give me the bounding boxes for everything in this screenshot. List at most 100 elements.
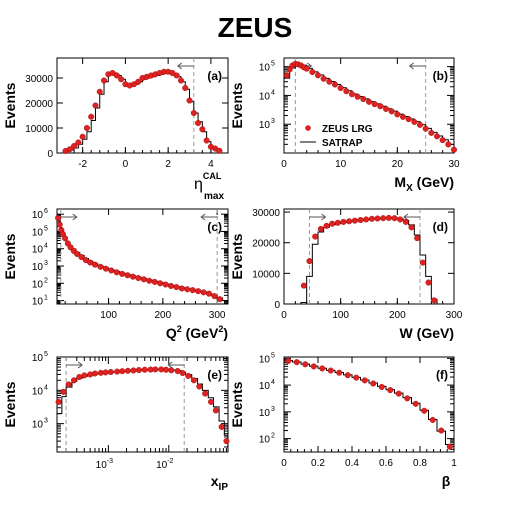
data-point [185,372,192,379]
data-point [445,141,452,148]
panel-label: (c) [207,220,222,234]
y-axis-title: Events [229,381,245,427]
x-axis-title: MX (GeV) [394,174,454,194]
data-point [208,398,215,405]
data-point [344,372,351,379]
data-point [425,279,432,286]
data-point [387,387,394,394]
data-point [320,75,327,82]
data-point [97,263,104,270]
data-point [184,286,191,293]
data-point [337,85,344,92]
panel-a: -2 0 2 4 0 10000 20000 30000 Events ηCAL max (a) [2,57,229,202]
data-point [186,97,193,104]
cut-arrow-head [72,213,78,221]
y-axis-title: Events [2,381,18,427]
data-point [212,407,219,414]
data-point [397,216,404,223]
mc-histogram [61,72,228,154]
x-tick-label: 300 [209,310,226,321]
cut-arrow-head [200,213,206,221]
legend-data-label: ZEUS LRG [322,124,373,135]
data-point [163,366,170,373]
legend: ZEUS LRG SATRAP [300,124,373,149]
panel-label: (e) [207,368,222,382]
data-point [368,215,375,222]
data-point [417,121,424,128]
data-point [205,290,212,297]
data-point [404,395,411,402]
y-tick-label: 104 [259,379,275,392]
data-point [211,293,218,300]
panel-label: (b) [433,69,448,83]
data-point [62,235,69,242]
data-point [353,374,360,381]
data-point [412,400,419,407]
data-point [336,369,343,376]
data-point [357,217,364,224]
data-point [446,443,453,450]
data-point [434,133,441,140]
y-tick-label: 102 [259,433,275,446]
data-point [167,282,174,289]
data-point [340,218,347,225]
panel-f: 0 0.2 0.4 0.6 0.8 1 102 103 104 105 Events β (f) [229,352,457,489]
data-point [285,357,292,364]
data-point [371,101,378,108]
y-tick-label: 105 [259,61,275,74]
data-point [302,361,309,368]
data-point [414,235,421,242]
cut-arrow-head [408,62,414,70]
y-tick-label: 104 [32,384,48,397]
data-point [74,250,81,257]
data-point [190,377,197,384]
data-point [200,289,207,296]
x-tick-label: 0 [123,159,129,170]
data-point [402,218,409,225]
data-point [182,84,189,91]
y-tick-label: 103 [259,406,275,419]
data-point [431,297,438,304]
y-tick-label: 103 [32,418,48,431]
data-point [346,218,353,225]
data-point [394,111,401,118]
data-point [152,366,159,373]
data-point [129,273,136,280]
mc-histogram [283,63,455,153]
data-point [293,359,300,366]
data-point [178,285,185,292]
data-point [309,69,316,76]
data-point [92,102,99,109]
x-tick-label: 200 [155,310,172,321]
y-axis-title: Events [229,233,245,279]
mc-histogram [283,360,454,452]
data-point [168,367,175,374]
data-point [326,78,333,85]
x-tick-label: 0.4 [345,458,359,469]
data-point [55,215,62,222]
data-point [421,407,428,414]
data-point [190,109,197,116]
data-point [315,72,322,79]
data-point [306,258,313,265]
data-point [102,369,109,376]
data-point [195,119,202,126]
panel-d: 0 100 200 300 0 10000 20000 30000 Events W (GeV) (… [229,208,463,341]
data-point [439,137,446,144]
data-point [216,296,223,303]
data-point [119,270,126,277]
plot-frame [56,356,229,453]
x-axis: 10-3 10-2 [65,357,227,471]
panel-label: (d) [433,220,448,234]
x-tick-label: 200 [389,310,406,321]
data-point [349,91,356,98]
data-point [223,438,230,445]
cut-arrow-head [167,361,173,369]
y-tick-label: 101 [32,295,48,308]
data-point [113,72,120,79]
data-point [334,219,341,226]
x-tick-label: 0 [281,458,287,469]
y-axis: 0 10000 20000 30000 [252,208,454,311]
legend-mc-label: SATRAP [322,138,363,149]
plot-frame [283,356,455,453]
